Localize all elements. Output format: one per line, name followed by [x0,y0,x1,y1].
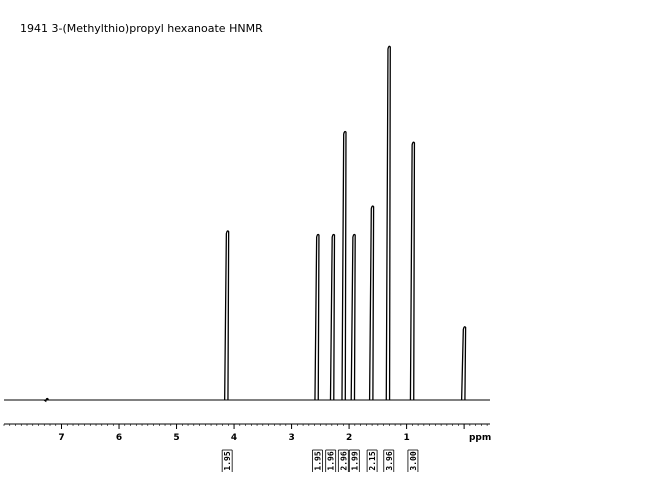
tick-label: 3 [288,433,294,443]
spectrum-peak [350,233,356,401]
spectrum-plot [4,45,490,403]
spectrum-peak [385,45,391,401]
integral-value: 2.15 [368,451,377,470]
tick-label: 2 [346,433,352,443]
tick-label: 1 [403,433,409,443]
integral-group: 2.96 [337,449,349,472]
tick-label: 5 [173,433,179,443]
tick-label: 7 [58,433,64,443]
tick-label: 4 [231,433,237,443]
integral-group: 1.95 [221,449,233,472]
integral-group: 1.99 [348,449,360,472]
spectrum-peak [368,205,375,401]
tick-label: 6 [116,433,122,443]
integral-group: 1.95 [312,449,323,472]
integral-value: 3.96 [385,451,394,470]
integral-group: 3.00 [407,449,419,472]
axis-unit-label: ppm [469,433,491,443]
spectrum-peak [43,397,49,403]
integral-value: 1.96 [327,451,336,470]
spectrum-peak [460,326,467,401]
spectrum-peak [329,233,336,401]
spectrum-peak [341,130,347,401]
chart-title: 1941 3-(Methylthio)propyl hexanoate HNMR [20,22,263,35]
integral-value: 1.95 [223,451,232,470]
integral-labels: 1.95 1.95 1.96 2.96 1.99 2.15 3.96 3.00 [221,449,419,472]
integral-value: 1.95 [313,451,322,470]
integral-value: 2.96 [339,451,348,470]
integral-value: 3.00 [409,451,418,470]
spectrum-peak [224,230,230,401]
integral-group: 2.15 [366,449,378,472]
integral-group: 3.96 [383,449,395,472]
integral-value: 1.99 [350,451,359,470]
spectrum-peak [409,141,416,401]
integral-group: 1.96 [325,449,337,472]
spectrum-peak [314,233,320,401]
ppm-axis: 7 6 5 4 3 2 1 ppm [3,423,491,443]
